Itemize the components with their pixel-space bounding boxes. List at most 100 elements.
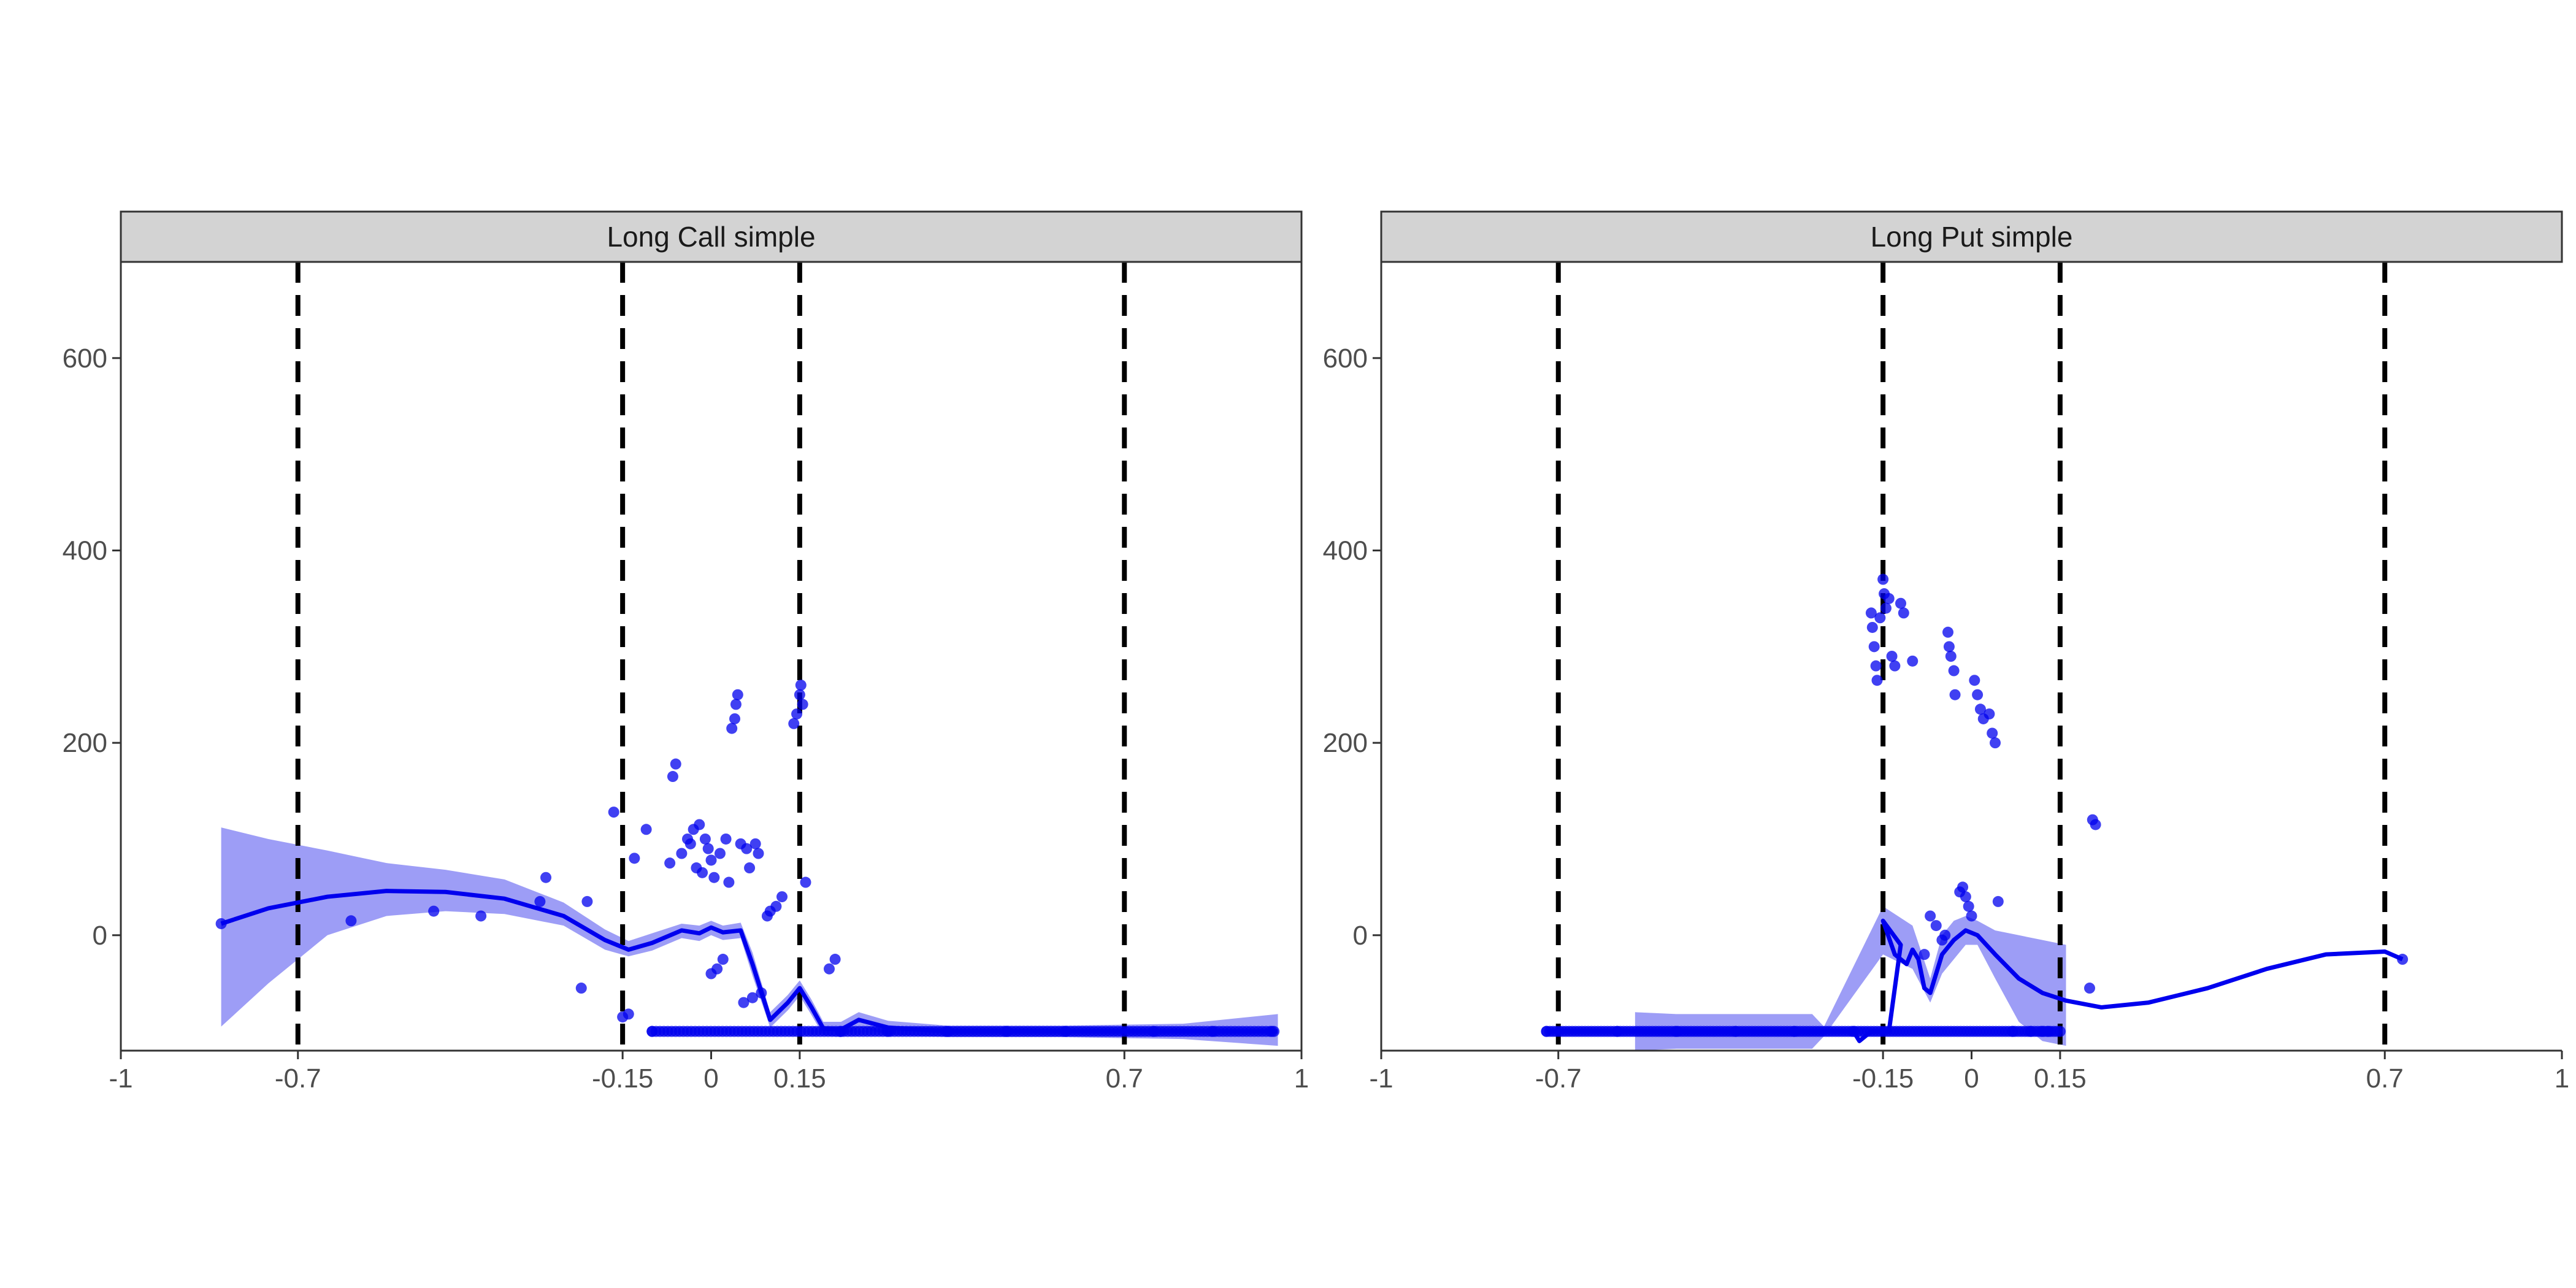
y-tick-label: 200: [1323, 728, 1368, 758]
data-point: [670, 758, 681, 770]
data-point: [738, 997, 749, 1008]
x-tick-label: 1: [1294, 1064, 1309, 1094]
data-point: [776, 891, 788, 903]
x-tick-label: -1: [1369, 1064, 1393, 1094]
data-point: [756, 987, 767, 999]
data-point: [1930, 920, 1942, 932]
data-point: [1868, 641, 1880, 653]
data-point: [702, 843, 714, 854]
data-point: [684, 838, 696, 849]
x-tick-label: 0.7: [2366, 1064, 2404, 1094]
data-point: [676, 848, 688, 859]
y-tick-label: 0: [1353, 921, 1368, 951]
data-point: [2084, 983, 2095, 994]
data-point: [1898, 607, 1909, 619]
x-tick-label: 0: [1964, 1064, 1979, 1094]
data-point: [1871, 675, 1883, 686]
data-point: [791, 708, 803, 720]
data-point: [1972, 689, 1984, 700]
data-point: [726, 723, 738, 734]
data-point: [744, 862, 756, 874]
data-point: [708, 872, 720, 883]
x-tick-label: 0: [703, 1064, 718, 1094]
data-point: [345, 915, 357, 927]
data-point: [1966, 910, 1977, 922]
y-tick-label: 200: [63, 728, 107, 758]
panel-long-put: Long Put simple 0 200 400 600 -1 -0.7 -0.15 0 0.…: [1323, 210, 2569, 1094]
data-point: [1992, 895, 2004, 907]
data-point: [1939, 929, 1951, 941]
data-point: [1960, 891, 1971, 903]
points-layer: [215, 680, 1280, 1037]
data-point: [1907, 655, 1919, 667]
data-point: [1969, 675, 1980, 686]
strip-header: [120, 210, 1303, 263]
data-point: [1942, 626, 1953, 638]
x-tick-label: 0.15: [773, 1064, 826, 1094]
data-point: [1925, 910, 1936, 922]
data-point: [1919, 949, 1930, 960]
data-point: [1949, 689, 1961, 700]
confidence-band-layer: [221, 827, 1278, 1046]
data-point: [714, 848, 726, 859]
x-tick-label: 0.15: [2034, 1064, 2087, 1094]
data-point: [667, 771, 678, 783]
data-point: [1984, 708, 1995, 720]
x-tick-label: 1: [2555, 1064, 2569, 1094]
x-tick-label: -0.15: [1852, 1064, 1914, 1094]
y-tick-label: 600: [63, 343, 107, 374]
data-point: [2090, 819, 2101, 830]
data-point: [2397, 954, 2409, 965]
data-point: [1987, 727, 1998, 739]
points-layer: [1541, 573, 2409, 1037]
data-point: [1870, 660, 1882, 672]
x-tick-label: -0.7: [1535, 1064, 1582, 1094]
data-point: [1889, 660, 1901, 672]
confidence-band-layer: [1635, 906, 2066, 1051]
data-point: [640, 824, 652, 835]
data-point: [475, 910, 487, 922]
confidence-band: [1635, 906, 2066, 1051]
data-point: [800, 876, 811, 888]
data-point: [1957, 881, 1969, 893]
data-point: [581, 895, 593, 907]
data-point: [2051, 1025, 2063, 1037]
data-point: [1943, 641, 1955, 653]
data-point: [770, 900, 782, 912]
data-point: [794, 689, 805, 700]
y-tick-label: 400: [63, 535, 107, 565]
axes: 0 200 400 600 -1 -0.7 -0.15 0 0.15 0.7 1: [63, 261, 1309, 1094]
y-tick-label: 400: [1323, 535, 1368, 565]
axes: 0 200 400 600 -1 -0.7 -0.15 0 0.15 0.7 1: [1323, 261, 2569, 1094]
data-point: [1880, 602, 1892, 614]
data-point: [729, 713, 740, 724]
x-tick-label: -0.15: [592, 1064, 653, 1094]
data-point: [720, 833, 732, 845]
data-point: [1963, 900, 1974, 912]
data-point: [1874, 612, 1886, 624]
data-point: [1886, 651, 1898, 662]
x-tick-label: -1: [109, 1064, 132, 1094]
data-point: [705, 854, 717, 866]
data-point: [829, 954, 841, 965]
data-point: [623, 1008, 634, 1020]
data-point: [1865, 607, 1877, 619]
data-point: [629, 853, 640, 864]
data-point: [1268, 1025, 1280, 1037]
data-point: [746, 992, 758, 1003]
data-point: [608, 807, 619, 818]
data-point: [540, 872, 551, 883]
data-point: [753, 848, 764, 859]
data-point: [749, 838, 761, 849]
data-point: [664, 857, 676, 869]
strip-header: [1380, 210, 2563, 263]
data-point: [788, 718, 800, 729]
data-point: [1883, 592, 1895, 604]
data-point: [797, 699, 808, 710]
data-point: [428, 905, 440, 917]
data-point: [732, 689, 743, 700]
data-point: [717, 954, 729, 965]
data-point: [1990, 737, 2001, 749]
